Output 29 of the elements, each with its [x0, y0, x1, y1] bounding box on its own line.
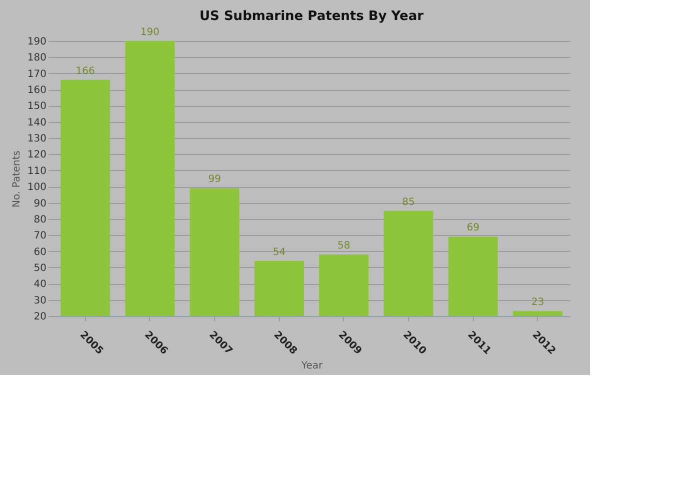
y-tick-label: 190 [27, 36, 46, 48]
y-tick-label: 150 [27, 101, 46, 112]
y-tick-label: 170 [27, 68, 46, 80]
y-axis-title: No. Patents [11, 150, 22, 208]
data-label: 85 [402, 196, 415, 208]
y-tick-label: 60 [34, 246, 46, 258]
y-tick-label: 80 [34, 214, 46, 226]
data-label: 190 [140, 27, 160, 38]
chart-title: US Submarine Patents By Year [200, 9, 424, 24]
y-tick-label: 100 [27, 182, 46, 194]
data-label: 58 [337, 240, 350, 252]
y-tick-label: 180 [27, 52, 46, 64]
data-label: 166 [76, 66, 95, 77]
y-tick-label: 140 [27, 117, 46, 128]
y-tick-label: 30 [34, 295, 46, 306]
data-label: 54 [272, 247, 286, 258]
y-tick-label: 40 [34, 279, 46, 290]
y-tick-label: 20 [34, 312, 46, 322]
y-tick-label: 160 [27, 85, 46, 96]
data-label: 99 [208, 174, 221, 186]
y-tick-label: 70 [34, 230, 46, 242]
y-tick-label: 90 [34, 198, 46, 210]
data-label: 69 [466, 222, 480, 234]
y-tick-label: 120 [27, 150, 46, 161]
x-axis-title: Year [300, 360, 324, 372]
y-tick-label: 50 [34, 262, 46, 274]
data-label: 23 [531, 297, 544, 308]
y-tick-label: 110 [27, 166, 46, 177]
y-tick-label: 130 [27, 134, 46, 145]
